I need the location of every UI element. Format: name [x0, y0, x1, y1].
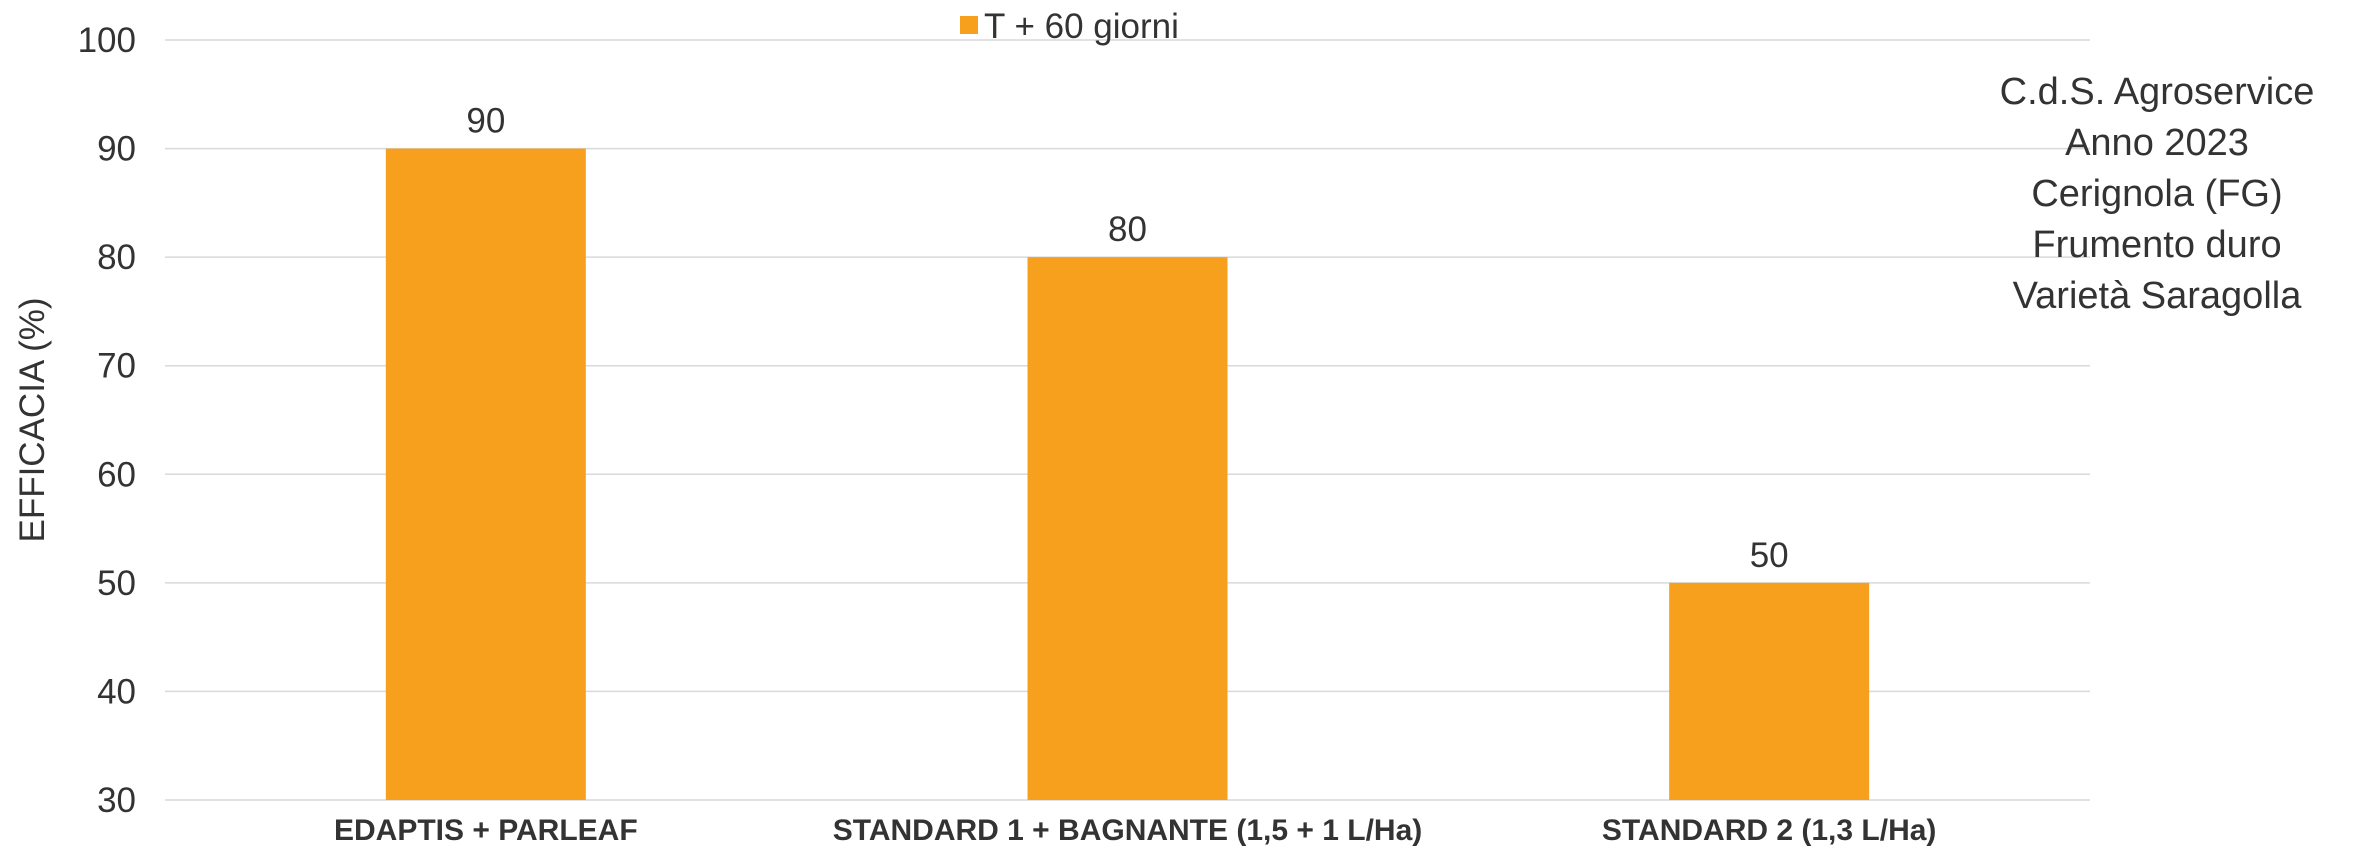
data-label: 50 [1750, 536, 1789, 575]
annotation-line: Anno 2023 [2065, 122, 2249, 164]
y-tick-label: 70 [97, 347, 136, 386]
legend: T + 60 giorni [960, 7, 1179, 46]
bar [1669, 582, 1870, 800]
annotation-line: Cerignola (FG) [2031, 173, 2282, 215]
legend-swatch [960, 16, 978, 34]
bars [385, 148, 1870, 801]
x-category-label: STANDARD 2 (1,3 L/Ha) [1602, 814, 1936, 847]
bar [1027, 257, 1228, 801]
y-tick-label: 90 [97, 130, 136, 169]
y-tick-label: 30 [97, 781, 136, 820]
annotation-line: Frumento duro [2032, 224, 2281, 266]
x-axis-categories: EDAPTIS + PARLEAF STANDARD 1 + BAGNANTE (… [334, 814, 1936, 847]
annotation-line: C.d.S. Agroservice [2000, 71, 2315, 113]
y-axis-title: EFFICACIA (%) [13, 297, 52, 542]
x-category-label: EDAPTIS + PARLEAF [334, 814, 638, 847]
y-tick-label: 100 [78, 21, 136, 60]
data-label: 80 [1108, 210, 1147, 249]
y-tick-label: 60 [97, 455, 136, 494]
data-labels: 90 80 50 [466, 102, 1788, 575]
y-axis-ticks: 30 40 50 60 70 80 90 100 [78, 21, 136, 820]
data-label: 90 [466, 102, 505, 141]
y-tick-label: 40 [97, 672, 136, 711]
bar [385, 148, 586, 801]
y-tick-label: 80 [97, 238, 136, 277]
y-tick-label: 50 [97, 564, 136, 603]
legend-label: T + 60 giorni [984, 7, 1179, 46]
annotation-block: C.d.S. Agroservice Anno 2023 Cerignola (… [2000, 71, 2315, 317]
x-category-label: STANDARD 1 + BAGNANTE (1,5 + 1 L/Ha) [833, 814, 1423, 847]
annotation-line: Varietà Saragolla [2013, 275, 2303, 317]
